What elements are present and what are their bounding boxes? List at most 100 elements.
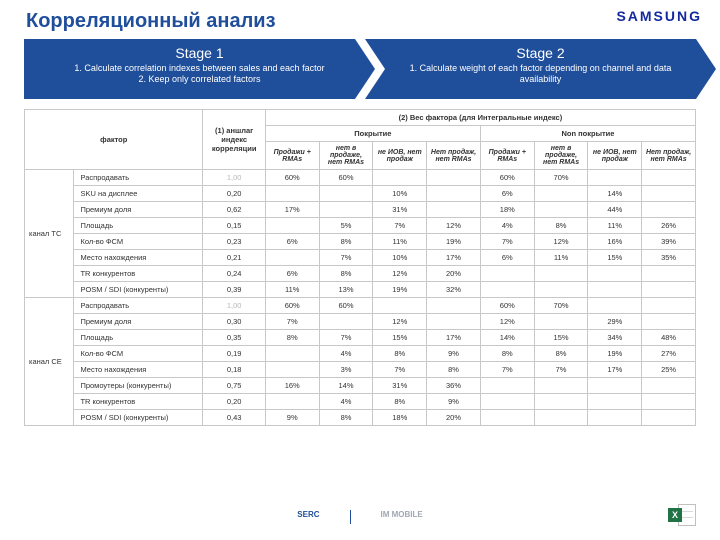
- weight-cell: 7%: [319, 250, 373, 266]
- weight-cell: 36%: [427, 378, 481, 394]
- weight-cell: 32%: [427, 282, 481, 298]
- weight-cell: 18%: [480, 202, 534, 218]
- stage-2-title: Stage 2: [395, 45, 686, 61]
- weight-cell: 29%: [588, 314, 642, 330]
- weight-cell: 10%: [373, 250, 427, 266]
- weight-cell: 8%: [319, 266, 373, 282]
- weight-cell: 60%: [319, 298, 373, 314]
- weight-cell: 17%: [588, 362, 642, 378]
- weight-cell: 19%: [427, 234, 481, 250]
- factor-name: Место нахождения: [74, 362, 203, 378]
- weight-cell: 8%: [319, 234, 373, 250]
- corr-value: 0,30: [203, 314, 265, 330]
- factor-name: Премиум доля: [74, 202, 203, 218]
- table-body: канал TCРаспродавать1,0060%60%60%70%SKU …: [25, 170, 696, 426]
- weight-cell: [427, 186, 481, 202]
- weight-cell: [480, 394, 534, 410]
- weight-cell: 60%: [319, 170, 373, 186]
- corr-value: 0,23: [203, 234, 265, 250]
- weight-cell: 3%: [319, 362, 373, 378]
- weight-cell: [373, 298, 427, 314]
- weight-cell: 20%: [427, 410, 481, 426]
- hdr-sub: нет в продаже, нет RMAs: [534, 142, 588, 170]
- table-row: POSM / SDI (конкуренты)0,3911%13%19%32%: [25, 282, 696, 298]
- weight-cell: 7%: [319, 330, 373, 346]
- corr-value: 0,43: [203, 410, 265, 426]
- weight-cell: [427, 170, 481, 186]
- weight-cell: 10%: [373, 186, 427, 202]
- table-row: TR конкурентов0,246%8%12%20%: [25, 266, 696, 282]
- table-row: Место нахождения0,217%10%17%6%11%15%35%: [25, 250, 696, 266]
- weight-cell: 19%: [588, 346, 642, 362]
- excel-icon[interactable]: X: [668, 502, 696, 528]
- weight-cell: [265, 218, 319, 234]
- weight-cell: [534, 282, 588, 298]
- weight-cell: 11%: [373, 234, 427, 250]
- table-header: фактор (1) аншлаг индекс корреляции (2) …: [25, 110, 696, 170]
- weight-cell: [265, 394, 319, 410]
- corr-value: 0,20: [203, 394, 265, 410]
- weight-cell: 16%: [588, 234, 642, 250]
- weight-cell: 7%: [373, 362, 427, 378]
- weight-cell: 60%: [480, 170, 534, 186]
- weight-cell: [588, 298, 642, 314]
- weight-cell: 4%: [319, 394, 373, 410]
- weight-cell: 11%: [265, 282, 319, 298]
- corr-value: 0,75: [203, 378, 265, 394]
- stage-2: Stage 2 1. Calculate weight of each fact…: [365, 39, 696, 99]
- corr-value: 0,35: [203, 330, 265, 346]
- stage-chevrons: Stage 1 1. Calculate correlation indexes…: [0, 39, 720, 105]
- corr-value: 0,24: [203, 266, 265, 282]
- table-row: Кол-во ФСМ0,194%8%9%8%8%19%27%: [25, 346, 696, 362]
- weight-cell: [588, 170, 642, 186]
- weight-cell: 17%: [265, 202, 319, 218]
- weight-cell: 8%: [265, 330, 319, 346]
- footer-labels: SERC IM MOBILE: [0, 510, 720, 524]
- weight-cell: [534, 410, 588, 426]
- hdr-sub: Нет продаж, нет RMAs: [427, 142, 481, 170]
- factor-name: Распродавать: [74, 298, 203, 314]
- factor-name: Место нахождения: [74, 250, 203, 266]
- factor-name: POSM / SDI (конкуренты): [74, 282, 203, 298]
- footer-im: IM MOBILE: [381, 510, 423, 524]
- weight-cell: 48%: [642, 330, 696, 346]
- weight-cell: 60%: [265, 170, 319, 186]
- weight-cell: [427, 298, 481, 314]
- weight-cell: 31%: [373, 378, 427, 394]
- weight-cell: [319, 314, 373, 330]
- weight-cell: 20%: [427, 266, 481, 282]
- corr-value: 0,19: [203, 346, 265, 362]
- table-row: Кол-во ФСМ0,236%8%11%19%7%12%16%39%: [25, 234, 696, 250]
- weight-cell: [642, 266, 696, 282]
- weight-cell: [588, 266, 642, 282]
- weight-cell: [265, 250, 319, 266]
- stage-2-body: 1. Calculate weight of each factor depen…: [395, 63, 686, 86]
- weight-cell: 14%: [588, 186, 642, 202]
- hdr-coverage: Покрытие: [265, 126, 480, 142]
- weight-cell: 6%: [480, 186, 534, 202]
- weight-cell: 19%: [373, 282, 427, 298]
- weight-cell: [642, 410, 696, 426]
- corr-value: 0,21: [203, 250, 265, 266]
- weight-cell: [265, 362, 319, 378]
- weight-cell: 8%: [534, 346, 588, 362]
- factor-name: Распродавать: [74, 170, 203, 186]
- weight-cell: 8%: [373, 346, 427, 362]
- correlation-table-wrap: фактор (1) аншлаг индекс корреляции (2) …: [0, 105, 720, 426]
- group-label: канал TC: [25, 170, 74, 298]
- table-row: канал CEРаспродавать1,0060%60%60%70%: [25, 298, 696, 314]
- weight-cell: [373, 170, 427, 186]
- weight-cell: [427, 202, 481, 218]
- weight-cell: 26%: [642, 218, 696, 234]
- weight-cell: [480, 378, 534, 394]
- corr-value: 0,39: [203, 282, 265, 298]
- weight-cell: 6%: [265, 234, 319, 250]
- stage-1-title: Stage 1: [54, 45, 345, 61]
- weight-cell: 9%: [427, 394, 481, 410]
- weight-cell: 16%: [265, 378, 319, 394]
- weight-cell: 7%: [534, 362, 588, 378]
- weight-cell: 25%: [642, 362, 696, 378]
- factor-name: Площадь: [74, 330, 203, 346]
- weight-cell: 31%: [373, 202, 427, 218]
- weight-cell: [480, 282, 534, 298]
